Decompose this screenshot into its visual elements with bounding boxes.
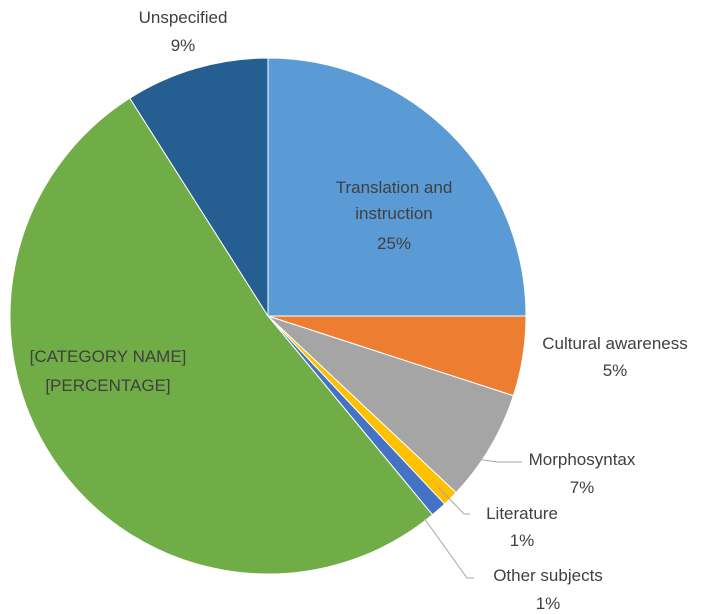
leader-line (423, 517, 474, 579)
category-label: Cultural awareness (542, 334, 688, 353)
category-label: Translation and instruction (335, 178, 453, 223)
value-label: 5% (602, 361, 628, 380)
value-label: 1% (509, 531, 535, 550)
category-label: Unspecified (138, 8, 228, 27)
value-label: 1% (535, 594, 561, 613)
pie-slice (267, 315, 515, 494)
value-label: 7% (569, 478, 595, 497)
pie-slice (9, 97, 434, 575)
category-label: Other subjects (493, 566, 603, 585)
category-label: Literature (486, 504, 558, 523)
category-label: Morphosyntax (528, 450, 636, 469)
pie-slice (267, 57, 527, 317)
leader-line (437, 486, 470, 515)
category-label: [CATEGORY NAME] (29, 347, 187, 366)
pie-slice (129, 57, 269, 318)
leader-line (429, 451, 522, 463)
value-label: [PERCENTAGE] (45, 376, 171, 395)
value-label: 25% (376, 234, 412, 253)
value-label: 9% (170, 36, 196, 55)
